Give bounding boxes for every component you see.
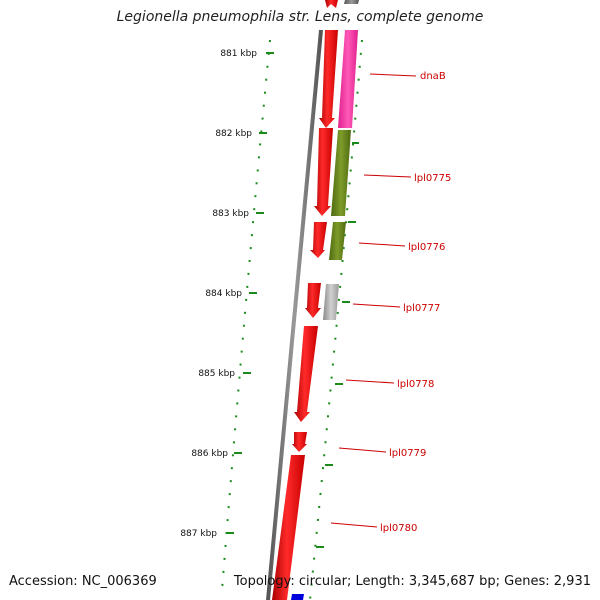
- ruler-arc: [221, 39, 271, 591]
- gene-feature-lpl0775[interactable]: [331, 130, 351, 216]
- map-title: Legionella pneumophila str. Lens, comple…: [116, 9, 484, 25]
- gene-label[interactable]: dnaB: [420, 71, 446, 82]
- ruler-tick-label: 886 kbp: [191, 449, 228, 459]
- gene-labels: dnaB lpl0775 lpl0776 lpl0777 lpl0778 lpl…: [380, 71, 451, 534]
- cds-arrow[interactable]: [272, 455, 305, 600]
- gene-label[interactable]: lpl0778: [397, 379, 434, 390]
- cds-arrow[interactable]: [314, 128, 333, 216]
- gene-label[interactable]: lpl0775: [414, 173, 451, 184]
- ruler-ticks: 881 kbp 882 kbp 883 kbp 884 kbp 885 kbp …: [180, 49, 274, 539]
- gene-feature-track: [291, 0, 359, 600]
- ruler-tick-label: 884 kbp: [205, 289, 242, 299]
- gene-label-leaders: [330, 73, 417, 528]
- gene-label[interactable]: lpl0780: [380, 523, 417, 534]
- topology-summary: Topology: circular; Length: 3,345,687 bp…: [233, 574, 591, 589]
- cds-arrow[interactable]: [325, 0, 338, 8]
- gene-feature-lpl0776[interactable]: [329, 222, 346, 260]
- ruler-tick-label: 887 kbp: [180, 529, 217, 539]
- gene-label[interactable]: lpl0777: [403, 303, 440, 314]
- cds-arrow[interactable]: [294, 326, 318, 422]
- ruler-tick-label: 882 kbp: [215, 129, 252, 139]
- gene-feature-lpl0777[interactable]: [323, 284, 339, 320]
- backbone-top-cap: [344, 0, 359, 4]
- ruler-tick-label: 881 kbp: [220, 49, 257, 59]
- cds-arrow[interactable]: [319, 30, 338, 128]
- gene-track-ticks: [316, 142, 359, 548]
- cds-track: [272, 0, 338, 600]
- accession-text: Accession: NC_006369: [9, 574, 157, 589]
- gene-label[interactable]: lpl0779: [389, 448, 426, 459]
- ruler-tick-label: 885 kbp: [198, 369, 235, 379]
- cds-arrow[interactable]: [292, 432, 307, 452]
- bottom-feature[interactable]: [291, 594, 304, 600]
- cds-arrow[interactable]: [305, 283, 321, 318]
- gene-feature-dnab[interactable]: [338, 30, 358, 128]
- gene-label[interactable]: lpl0776: [408, 242, 445, 253]
- ruler-tick-label: 883 kbp: [212, 209, 249, 219]
- cds-arrow[interactable]: [310, 222, 327, 258]
- genome-backbone: [266, 29, 323, 600]
